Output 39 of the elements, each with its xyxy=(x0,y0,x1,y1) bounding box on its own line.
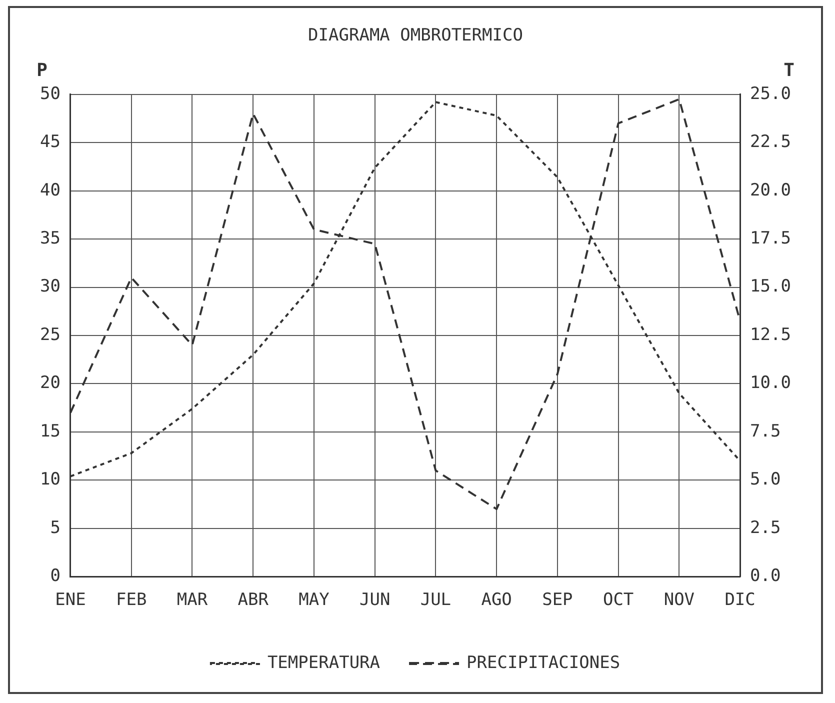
y-tick-label: 40 xyxy=(40,180,60,200)
y-tick-label: 50 xyxy=(40,84,60,104)
x-tick-label: JUN xyxy=(359,590,390,610)
y-tick-label: 0 xyxy=(50,566,60,586)
y2-tick-label: 7.5 xyxy=(750,421,781,442)
legend-label: PRECIPITACIONES xyxy=(466,652,620,673)
y2-tick-label: 2.5 xyxy=(750,518,781,538)
x-tick-label: OCT xyxy=(602,590,634,610)
x-tick-label: ABR xyxy=(238,590,270,610)
y-tick-label: 30 xyxy=(40,276,60,297)
y2-tick-label: 0.0 xyxy=(750,566,781,586)
x-tick-label: MAY xyxy=(298,590,330,610)
x-tick-label: AGO xyxy=(481,590,512,610)
x-tick-label: MAR xyxy=(176,590,208,610)
y-tick-label: 15 xyxy=(40,421,60,442)
y2-tick-label: 12.5 xyxy=(750,324,792,345)
y-tick-label: 45 xyxy=(40,132,60,152)
y-tick-label: 5 xyxy=(50,518,60,538)
chart-title: DIAGRAMA OMBROTERMICO xyxy=(308,26,523,46)
y-tick-label: 35 xyxy=(40,228,60,248)
x-tick-label: ENE xyxy=(55,590,86,610)
y-tick-label: 25 xyxy=(40,324,60,345)
y-axis-title: P xyxy=(36,60,48,82)
y2-tick-label: 5.0 xyxy=(750,470,781,490)
x-tick-label: DIC xyxy=(724,590,756,610)
legend-label: TEMPERATURA xyxy=(267,652,380,673)
x-tick-label: FEB xyxy=(116,590,147,610)
x-tick-label: JUL xyxy=(420,590,452,610)
y2-tick-label: 20.0 xyxy=(750,180,792,200)
y2-tick-label: 17.5 xyxy=(750,228,792,248)
x-tick-label: SEP xyxy=(542,590,573,610)
y2-tick-label: 25.0 xyxy=(750,84,792,104)
y2-tick-label: 10.0 xyxy=(750,373,792,394)
x-tick-label: NOV xyxy=(664,590,695,610)
y-tick-label: 20 xyxy=(40,373,60,394)
y-tick-label: 10 xyxy=(40,470,60,490)
y2-tick-label: 15.0 xyxy=(750,276,792,297)
y2-axis-title: T xyxy=(784,60,795,82)
y2-tick-label: 22.5 xyxy=(750,132,792,152)
